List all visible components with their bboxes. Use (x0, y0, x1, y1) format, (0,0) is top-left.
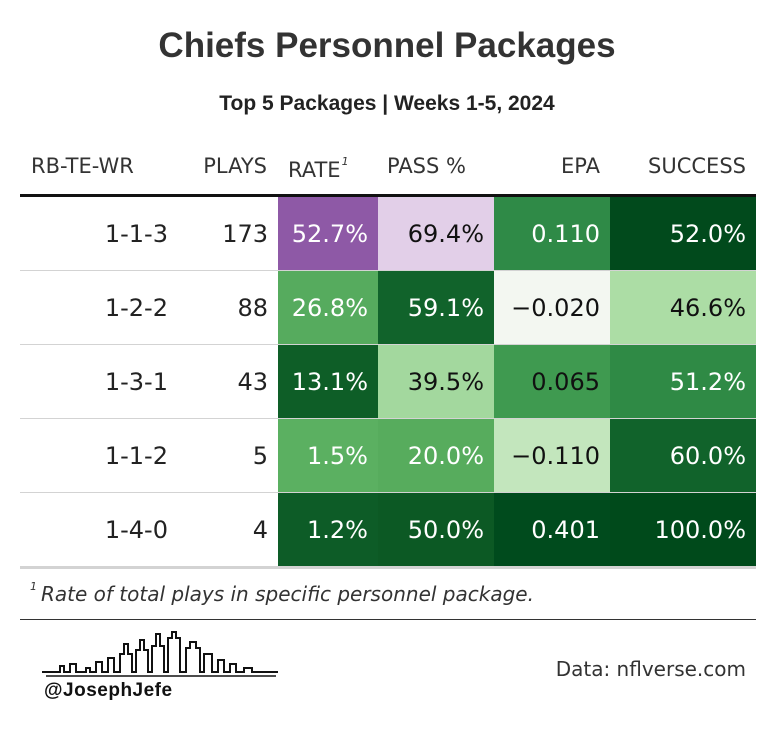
table-cell-pass: 59.1% (378, 271, 494, 345)
footnote-marker: 1 (30, 580, 37, 594)
kansas-city-skyline-logo (42, 631, 278, 677)
data-source: Data: nflverse.com (555, 657, 746, 681)
table-cell-success: 46.6% (610, 271, 756, 345)
column-header-success: SUCCESS (648, 150, 746, 182)
column-header-label: PASS % (387, 154, 466, 178)
column-header-epa: EPA (561, 150, 600, 182)
table-cell-pass: 69.4% (378, 197, 494, 271)
table-cell-pass: 39.5% (378, 345, 494, 419)
table-cell-package: 1-2-2 (104, 294, 168, 322)
footnote-text: Rate of total plays in specific personne… (41, 582, 534, 606)
table-cell-rate: 13.1% (278, 345, 378, 419)
table-cell-epa: −0.020 (494, 271, 610, 345)
credit-handle: @JosephJefe (44, 680, 173, 701)
table-cell-rate: 26.8% (278, 271, 378, 345)
table-cell-plays: 173 (222, 220, 268, 248)
table-cell-plays: 43 (237, 368, 268, 396)
table-cell-package: 1-4-0 (104, 516, 168, 544)
table-cell-success: 51.2% (610, 345, 756, 419)
rate-footnote-marker: 1 (341, 155, 349, 168)
chart-subtitle: Top 5 Packages | Weeks 1-5, 2024 (219, 92, 555, 115)
table-cell-package: 1-3-1 (104, 368, 168, 396)
column-header-label: RATE (288, 158, 341, 182)
table-cell-package: 1-1-2 (104, 442, 168, 470)
column-header-label: RB-TE-WR (31, 154, 134, 178)
table-cell-success: 100.0% (610, 493, 756, 567)
row-separator (20, 492, 756, 493)
table-cell-rate: 1.5% (278, 419, 378, 493)
row-separator (20, 270, 756, 271)
table-cell-pass: 20.0% (378, 419, 494, 493)
column-header-label: EPA (561, 154, 600, 178)
table-cell-rate: 52.7% (278, 197, 378, 271)
table-cell-plays: 5 (252, 442, 268, 470)
column-header-package: RB-TE-WR (31, 150, 134, 182)
column-header-label: SUCCESS (648, 154, 746, 178)
column-header-plays: PLAYS (203, 150, 267, 182)
header-divider (20, 194, 756, 197)
table-cell-rate: 1.2% (278, 493, 378, 567)
table-cell-plays: 4 (252, 516, 268, 544)
row-separator (20, 344, 756, 345)
table-cell-epa: −0.110 (494, 419, 610, 493)
table-cell-success: 60.0% (610, 419, 756, 493)
table-cell-epa: 0.401 (494, 493, 610, 567)
row-separator (20, 418, 756, 419)
column-header-rate: RATE1 (288, 150, 349, 182)
column-header-pass: PASS % (387, 150, 466, 182)
chart-title: Chiefs Personnel Packages (158, 26, 616, 65)
table-cell-package: 1-1-3 (104, 220, 168, 248)
table-cell-epa: 0.065 (494, 345, 610, 419)
column-header-label: PLAYS (203, 154, 267, 178)
footer-divider (20, 619, 756, 620)
table-cell-success: 52.0% (610, 197, 756, 271)
footnote: 1 Rate of total plays in specific personn… (30, 580, 534, 606)
table-cell-plays: 88 (237, 294, 268, 322)
table-bottom-rule (20, 566, 756, 569)
table-cell-pass: 50.0% (378, 493, 494, 567)
table-cell-epa: 0.110 (494, 197, 610, 271)
